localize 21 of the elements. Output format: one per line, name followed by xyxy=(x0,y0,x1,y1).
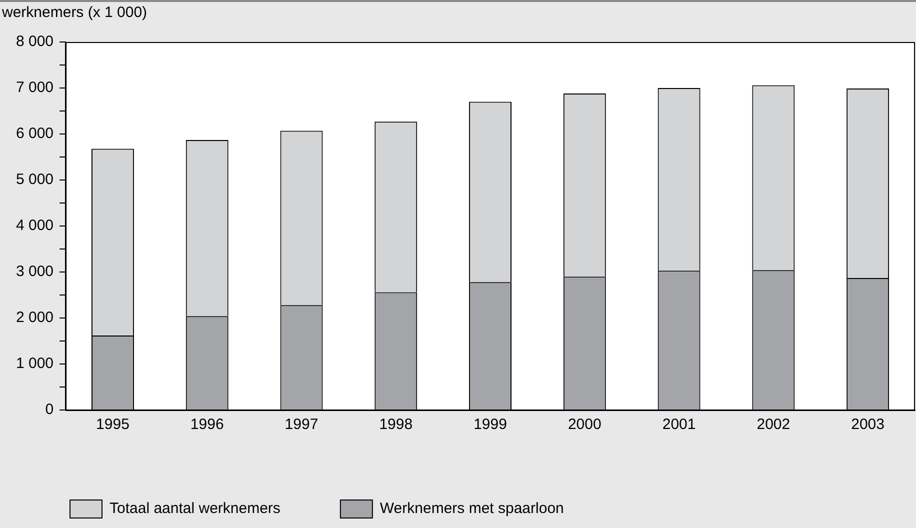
y-tick-label: 7 000 xyxy=(16,79,54,96)
legend-label: Werknemers met spaarloon xyxy=(380,500,564,518)
x-tick-label: 1999 xyxy=(474,416,507,434)
x-tick-label: 2000 xyxy=(568,416,602,434)
x-tick-label: 1995 xyxy=(96,416,130,434)
x-tick-label: 1996 xyxy=(190,416,224,434)
x-tick-label: 1998 xyxy=(379,416,413,434)
y-axis-title: werknemers (x 1 000) xyxy=(2,4,148,21)
y-tick-label: 5 000 xyxy=(16,171,54,188)
y-tick-label: 3 000 xyxy=(16,263,54,280)
y-tick-label: 2 000 xyxy=(16,309,54,326)
y-tick-label: 0 xyxy=(45,401,54,418)
y-tick-label: 1 000 xyxy=(16,355,54,372)
legend-label: Totaal aantal werknemers xyxy=(110,500,280,518)
x-tick-label: 2003 xyxy=(851,416,884,434)
y-tick-label: 6 000 xyxy=(16,125,54,142)
y-tick-label: 8 000 xyxy=(16,33,54,50)
y-tick-label: 4 000 xyxy=(16,217,54,234)
x-tick-label: 2001 xyxy=(662,416,696,434)
x-tick-label: 1997 xyxy=(284,416,318,434)
x-tick-label: 2002 xyxy=(756,416,790,434)
